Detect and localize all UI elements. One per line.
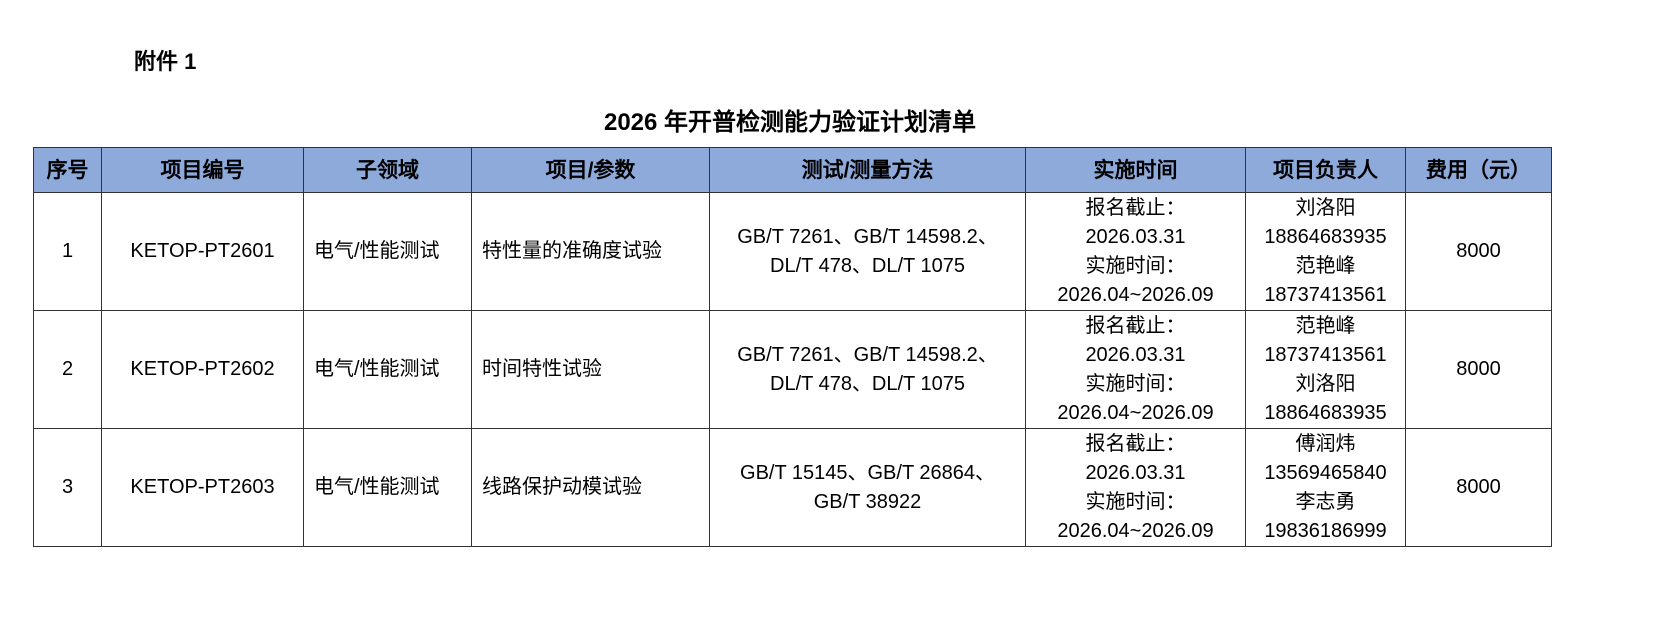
table-row: 2 KETOP-PT2602 电气/性能测试 时间特性试验 GB/T 7261、GB/T… [33,310,1552,429]
methods-line: GB/T 15145、GB/T 26864、 [740,461,995,484]
cell-code: KETOP-PT2603 [101,428,304,547]
table-header-row: 序号 项目编号 子领域 项目/参数 测试/测量方法 实施时间 项目负责人 费用（元） [33,147,1552,193]
cell-subfield: 电气/性能测试 [303,428,472,547]
cell-code: KETOP-PT2602 [101,310,304,429]
persons-line: 18737413561 [1264,343,1387,366]
time-line: 2026.04~2026.09 [1057,519,1214,542]
cell-subfield: 电气/性能测试 [303,310,472,429]
cell-methods: GB/T 15145、GB/T 26864、 GB/T 38922 [709,428,1026,547]
time-line: 实施时间： [1085,372,1186,395]
column-header-no: 序号 [33,147,102,193]
cell-fee: 8000 [1405,428,1552,547]
time-line: 2026.04~2026.09 [1057,401,1214,424]
cell-time: 报名截止： 2026.03.31 实施时间： 2026.04~2026.09 [1025,310,1246,429]
persons-line: 13569465840 [1264,461,1387,484]
methods-line: GB/T 7261、GB/T 14598.2、 [737,225,998,248]
cell-time: 报名截止： 2026.03.31 实施时间： 2026.04~2026.09 [1025,192,1246,311]
time-line: 2026.03.31 [1085,461,1186,484]
persons-line: 19836186999 [1264,519,1387,542]
persons-line: 18864683935 [1264,401,1387,424]
time-line: 报名截止： [1085,196,1186,219]
cell-item: 时间特性试验 [471,310,710,429]
column-header-methods: 测试/测量方法 [709,147,1026,193]
column-header-time: 实施时间 [1025,147,1246,193]
cell-no: 2 [33,310,102,429]
cell-no: 3 [33,428,102,547]
cell-item: 线路保护动模试验 [471,428,710,547]
persons-line: 傅润炜 [1295,432,1356,455]
time-line: 报名截止： [1085,432,1186,455]
persons-line: 18737413561 [1264,283,1387,306]
cell-subfield: 电气/性能测试 [303,192,472,311]
attachment-label: 附件 1 [134,49,197,74]
cell-fee: 8000 [1405,310,1552,429]
column-header-fee: 费用（元） [1405,147,1552,193]
methods-line: GB/T 7261、GB/T 14598.2、 [737,343,998,366]
column-header-code: 项目编号 [101,147,304,193]
document-title: 2026 年开普检测能力验证计划清单 [603,109,977,136]
cell-persons: 傅润炜 13569465840 李志勇 19836186999 [1245,428,1406,547]
methods-line: GB/T 38922 [813,490,922,513]
time-line: 2026.03.31 [1085,343,1186,366]
cell-code: KETOP-PT2601 [101,192,304,311]
cell-persons: 刘洛阳 18864683935 范艳峰 18737413561 [1245,192,1406,311]
methods-line: DL/T 478、DL/T 1075 [770,254,965,277]
table-row: 1 KETOP-PT2601 电气/性能测试 特性量的准确度试验 GB/T 7261、G… [33,192,1552,311]
column-header-persons: 项目负责人 [1245,147,1406,193]
persons-line: 范艳峰 [1295,314,1356,337]
time-line: 实施时间： [1085,254,1186,277]
table-row: 3 KETOP-PT2603 电气/性能测试 线路保护动模试验 GB/T 15145、G… [33,428,1552,547]
cell-time: 报名截止： 2026.03.31 实施时间： 2026.04~2026.09 [1025,428,1246,547]
persons-line: 18864683935 [1264,225,1387,248]
cell-methods: GB/T 7261、GB/T 14598.2、 DL/T 478、DL/T 107… [709,310,1026,429]
cell-persons: 范艳峰 18737413561 刘洛阳 18864683935 [1245,310,1406,429]
persons-line: 刘洛阳 [1295,372,1356,395]
column-header-subfield: 子领域 [303,147,472,193]
persons-line: 范艳峰 [1295,254,1356,277]
cell-no: 1 [33,192,102,311]
time-line: 2026.04~2026.09 [1057,283,1214,306]
time-line: 实施时间： [1085,490,1186,513]
persons-line: 李志勇 [1295,490,1356,513]
column-header-item: 项目/参数 [471,147,710,193]
cell-fee: 8000 [1405,192,1552,311]
cell-item: 特性量的准确度试验 [471,192,710,311]
time-line: 报名截止： [1085,314,1186,337]
persons-line: 刘洛阳 [1295,196,1356,219]
methods-line: DL/T 478、DL/T 1075 [770,372,965,395]
cell-methods: GB/T 7261、GB/T 14598.2、 DL/T 478、DL/T 107… [709,192,1026,311]
time-line: 2026.03.31 [1085,225,1186,248]
plan-table: 序号 项目编号 子领域 项目/参数 测试/测量方法 实施时间 项目负责人 费用（元） 1 KET… [33,147,1552,547]
